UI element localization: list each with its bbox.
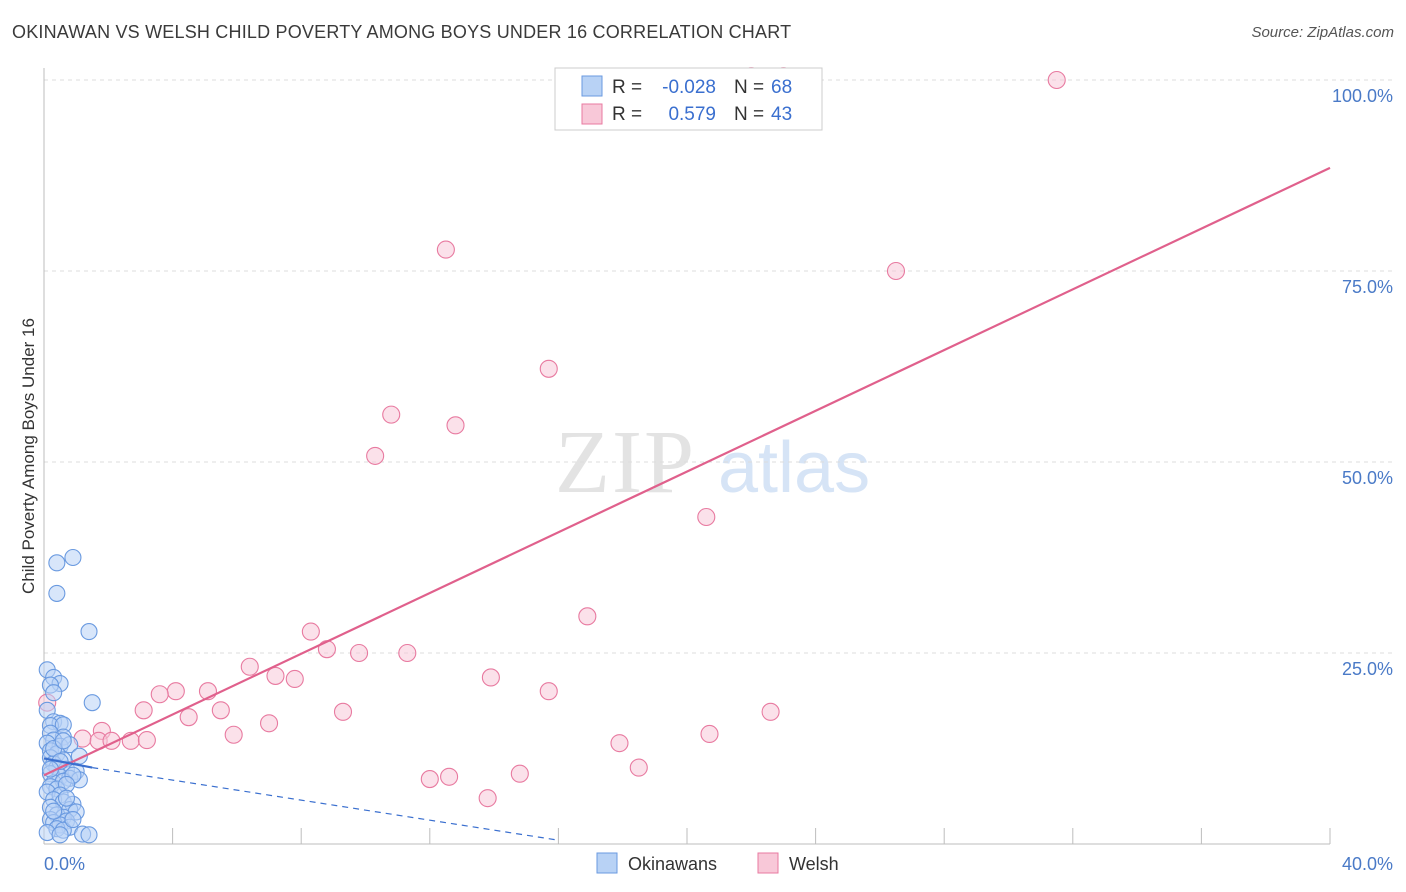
- welsh-point: [211, 701, 230, 720]
- okinawan-trend-line: [43, 757, 93, 769]
- trend-lines: [43, 166, 1331, 841]
- okinawan-point: [80, 826, 98, 844]
- welsh-point: [137, 731, 156, 750]
- welsh-point: [134, 701, 153, 720]
- welsh-point: [697, 507, 716, 527]
- welsh-point: [610, 734, 629, 753]
- welsh-point: [150, 685, 169, 704]
- welsh-point: [266, 666, 285, 685]
- legend-welsh-label: Welsh: [789, 854, 839, 874]
- okinawan-point: [45, 802, 63, 820]
- okinawan-point: [48, 554, 66, 572]
- okinawan-r-value: -0.028: [662, 77, 716, 98]
- welsh-n-value: 43: [771, 104, 792, 125]
- welsh-n-label: N =: [734, 104, 764, 125]
- welsh-point: [1047, 70, 1066, 90]
- welsh-point: [166, 682, 185, 701]
- y-tick-labels: 25.0% 50.0% 75.0% 100.0%: [1332, 86, 1393, 679]
- x-ticks: [172, 828, 1331, 844]
- welsh-point: [761, 702, 780, 721]
- x-tick-label-min: 0.0%: [44, 854, 85, 874]
- okinawan-swatch: [581, 75, 603, 97]
- chart-title: OKINAWAN VS WELSH CHILD POVERTY AMONG BO…: [12, 22, 792, 42]
- stats-legend: R = -0.028 N = 68 R = 0.579 N = 43: [554, 67, 823, 131]
- welsh-points: [38, 67, 1066, 808]
- x-tick-label-max: 40.0%: [1342, 854, 1393, 874]
- welsh-point: [886, 261, 906, 281]
- welsh-point: [240, 657, 259, 676]
- welsh-point: [285, 669, 304, 689]
- welsh-r-value: 0.579: [668, 104, 716, 125]
- okinawan-point: [57, 789, 76, 807]
- welsh-point: [301, 622, 320, 641]
- okinawan-point: [54, 732, 72, 750]
- welsh-point: [436, 240, 455, 259]
- welsh-point: [446, 416, 465, 435]
- welsh-swatch: [581, 103, 603, 125]
- okinawan-point: [80, 623, 98, 641]
- y-tick-label-50: 50.0%: [1342, 468, 1393, 488]
- watermark-zip: ZIP: [555, 413, 696, 512]
- welsh-point: [478, 789, 497, 808]
- welsh-point: [539, 359, 558, 378]
- welsh-point: [259, 714, 279, 733]
- welsh-point: [382, 405, 401, 424]
- welsh-point: [481, 668, 500, 687]
- okinawan-point: [83, 694, 101, 712]
- gridlines: [44, 79, 1395, 654]
- series-legend: Okinawans Welsh: [596, 852, 839, 874]
- y-tick-label-75: 75.0%: [1342, 277, 1393, 297]
- watermark-atlas: atlas: [718, 428, 870, 508]
- y-tick-label-25: 25.0%: [1342, 659, 1393, 679]
- legend-okinawans-swatch: [596, 852, 618, 874]
- welsh-trend-line: [43, 166, 1331, 777]
- okinawan-r-label: R =: [612, 77, 642, 98]
- welsh-point: [700, 724, 719, 744]
- welsh-point: [510, 764, 529, 783]
- okinawan-trend-extension: [92, 767, 559, 841]
- welsh-point: [179, 708, 198, 727]
- welsh-point: [333, 702, 353, 721]
- legend-welsh-swatch: [757, 852, 779, 874]
- welsh-point: [539, 682, 558, 701]
- chart-source: Source: ZipAtlas.com: [1251, 24, 1394, 41]
- welsh-point: [420, 770, 439, 789]
- welsh-point: [350, 643, 369, 663]
- welsh-point: [578, 607, 597, 626]
- welsh-point: [398, 643, 417, 663]
- y-tick-label-100: 100.0%: [1332, 86, 1393, 106]
- okinawan-point: [48, 584, 66, 602]
- welsh-r-label: R =: [612, 104, 642, 125]
- okinawan-points: [38, 548, 101, 844]
- welsh-point: [629, 758, 648, 777]
- okinawan-n-label: N =: [734, 77, 764, 98]
- welsh-point: [440, 767, 459, 786]
- okinawan-point: [64, 811, 82, 829]
- okinawan-point: [64, 548, 82, 567]
- okinawan-point: [51, 826, 69, 844]
- welsh-point: [366, 446, 385, 465]
- okinawan-n-value: 68: [771, 77, 792, 98]
- legend-okinawans-label: Okinawans: [628, 854, 717, 874]
- okinawan-point: [45, 684, 63, 702]
- welsh-point: [224, 725, 243, 744]
- y-axis-label: Child Poverty Among Boys Under 16: [19, 318, 38, 594]
